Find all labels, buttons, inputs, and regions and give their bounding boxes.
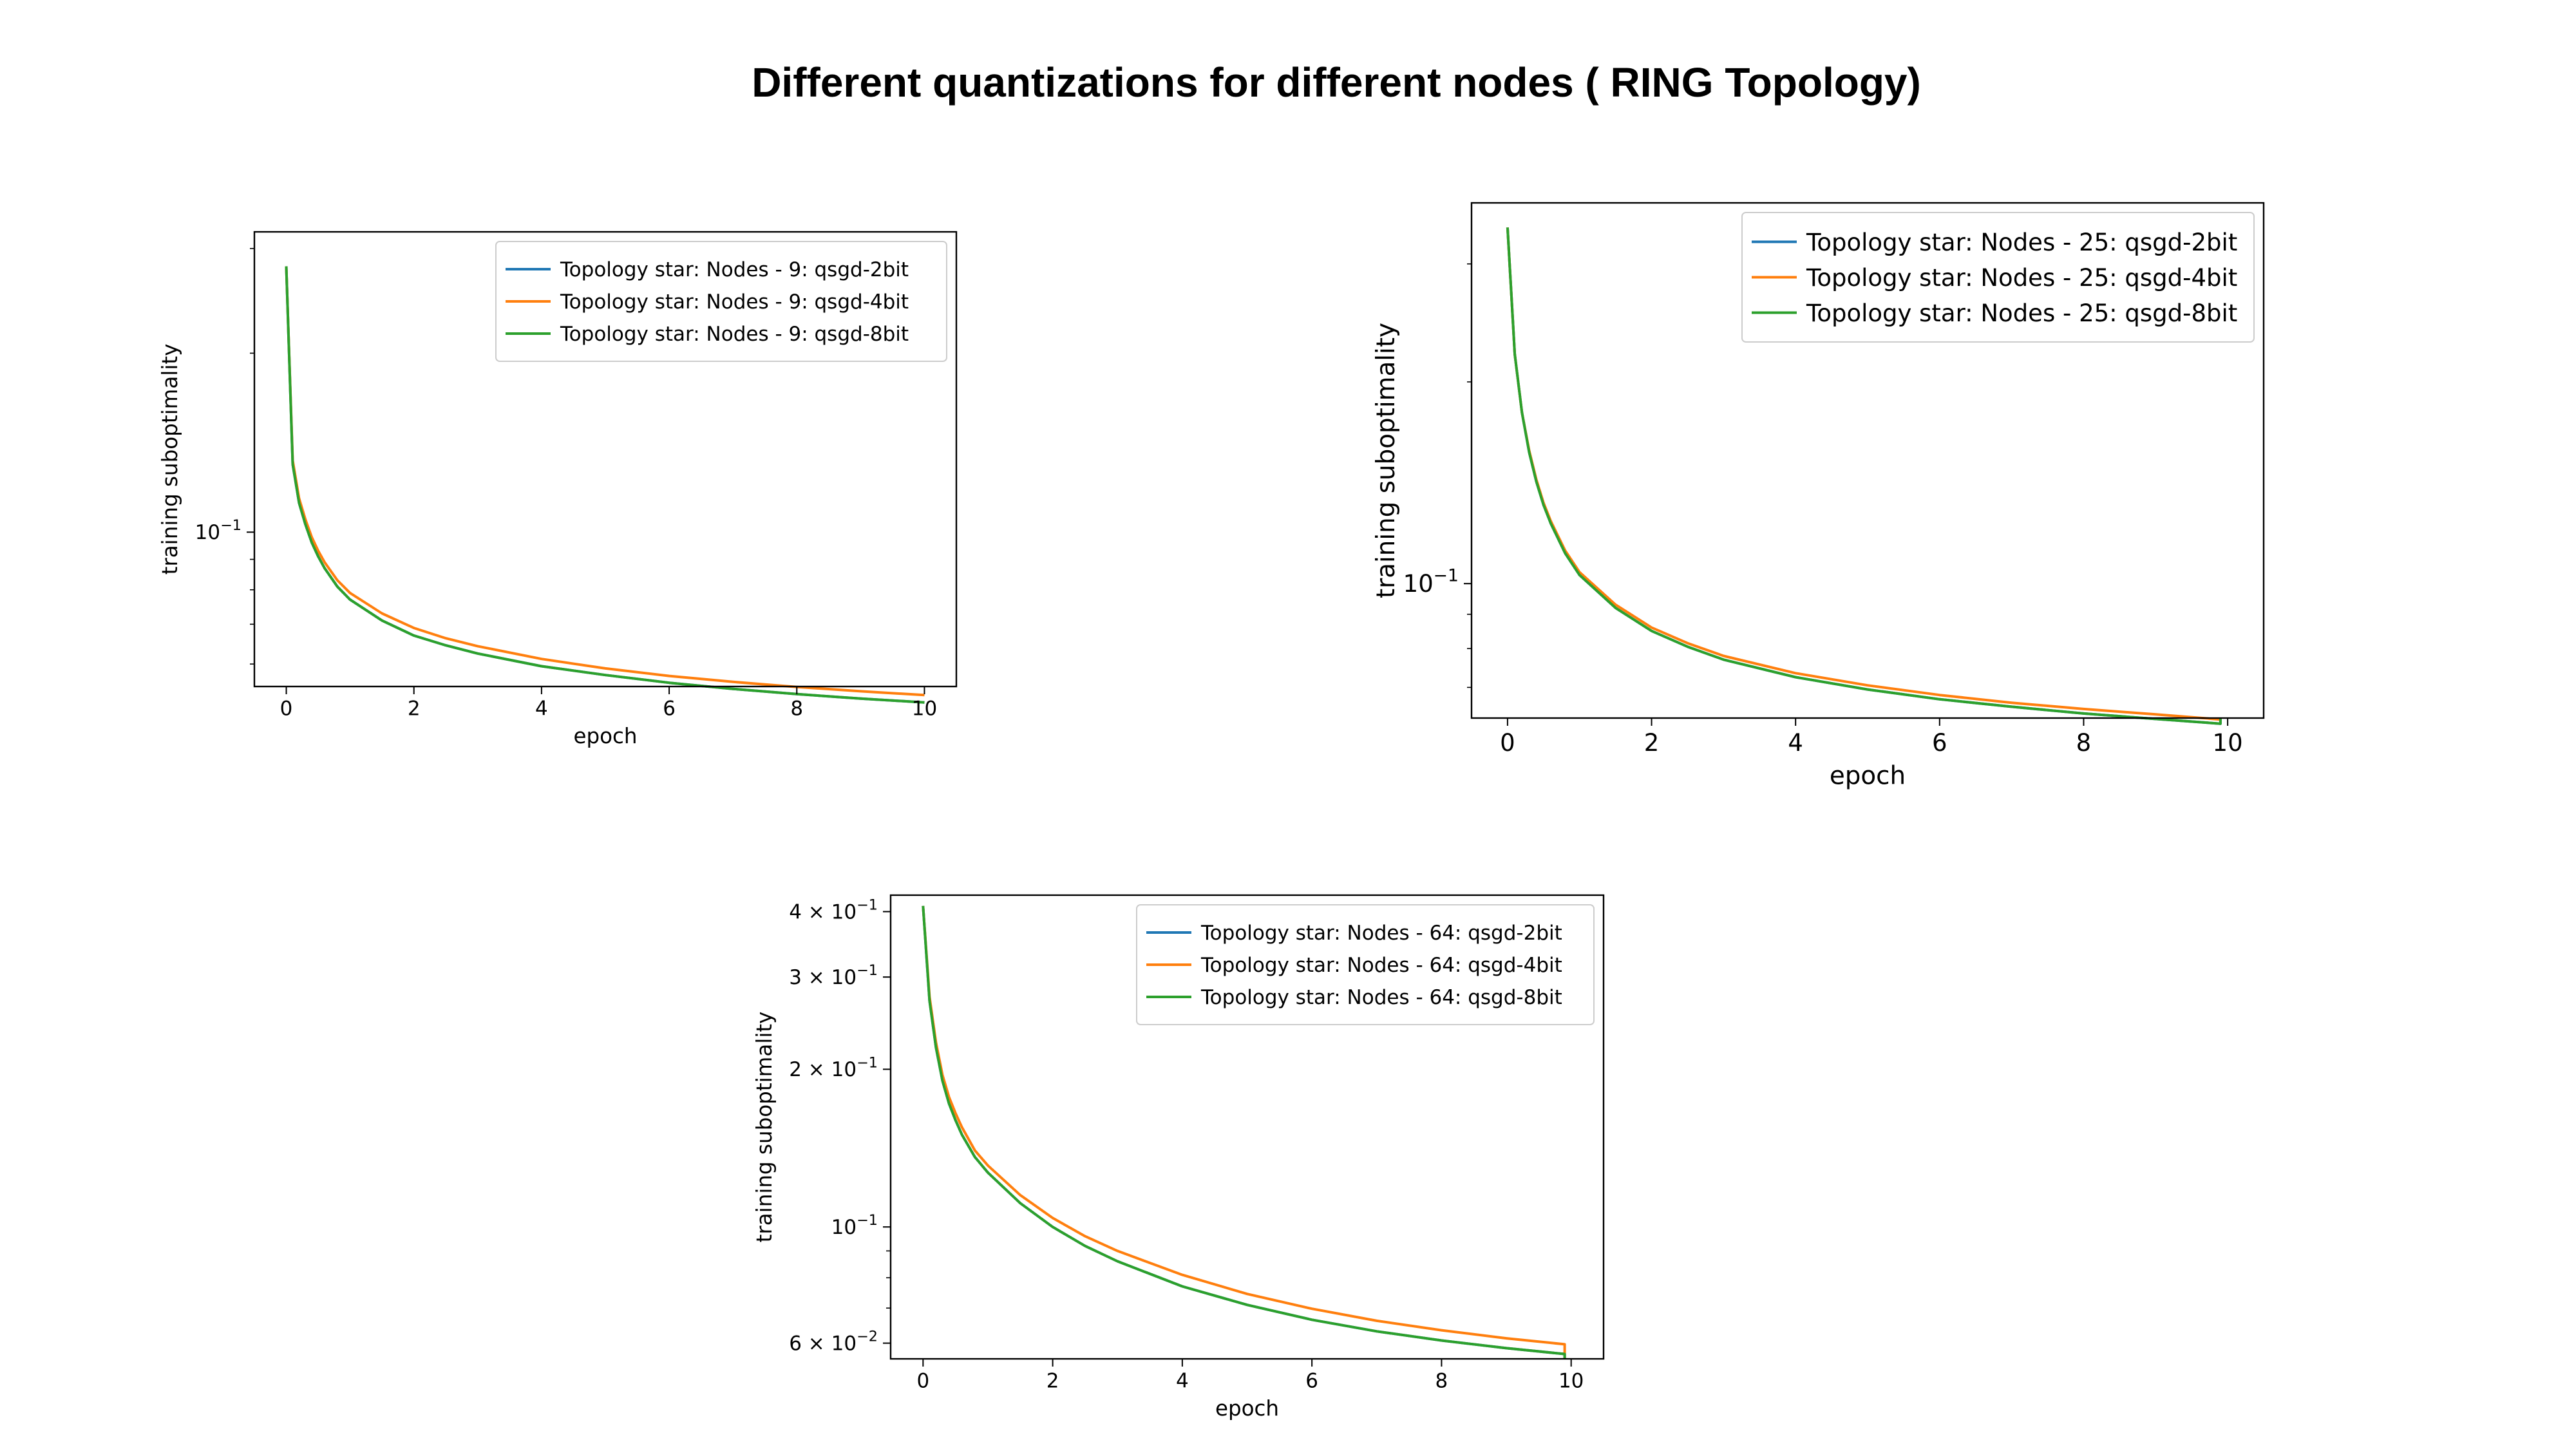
x-tick-label: 2 <box>408 697 421 721</box>
legend-box <box>1741 212 2255 343</box>
x-axis-label: epoch <box>573 724 637 748</box>
x-tick-label: 10 <box>1558 1370 1584 1393</box>
legend-box <box>1136 904 1595 1025</box>
x-tick-label: 0 <box>280 697 293 721</box>
legend-label: Topology star: Nodes - 9: qsgd-2bit <box>560 258 909 281</box>
y-axis: 10−1 <box>195 517 254 544</box>
y-tick-label: 10−1 <box>195 517 242 544</box>
series-group <box>285 266 925 704</box>
x-tick-label: 10 <box>2213 729 2243 757</box>
x-axis-label: epoch <box>1830 762 1906 791</box>
legend-label: Topology star: Nodes - 25: qsgd-4bit <box>1806 264 2237 292</box>
x-tick-label: 4 <box>535 697 548 721</box>
plot-frame <box>253 231 958 688</box>
x-tick-label: 0 <box>916 1370 929 1393</box>
x-tick-label: 8 <box>790 697 803 721</box>
legend: Topology star: Nodes - 25: qsgd-2bit Topo… <box>1741 212 2255 343</box>
figure-title: Different quantizations for different no… <box>752 59 1921 106</box>
x-tick-label: 6 <box>663 697 676 721</box>
x-tick-label: 10 <box>912 697 937 721</box>
y-axis: 4 × 10−1 3 × 10−1 2 × 10−1 10−1 6 × 10−2 <box>789 896 891 1355</box>
y-tick-label: 10−1 <box>831 1212 878 1239</box>
series-line-qsgd-4bit <box>922 905 1566 1359</box>
plot-frame <box>1470 202 2265 719</box>
chart-3: 0 2 4 6 8 10 epoch 4 × 10−1 3 × 10−1 2 × 10−1 10−1… <box>752 894 1605 1421</box>
legend-label: Topology star: Nodes - 9: qsgd-4bit <box>560 290 909 314</box>
chart-1: 0 2 4 6 8 10 epoch 10−1 training suboptimality To… <box>158 231 958 748</box>
y-tick-label: 3 × 10−1 <box>789 962 878 989</box>
y-tick-label: 6 × 10−2 <box>789 1329 878 1356</box>
series-line-qsgd-8bit <box>285 266 925 704</box>
series-line-qsgd-8bit <box>922 905 1566 1359</box>
x-tick-label: 8 <box>1435 1370 1448 1393</box>
y-axis-label: training suboptimality <box>1372 323 1401 598</box>
plot-frame <box>889 894 1605 1360</box>
legend-label: Topology star: Nodes - 64: qsgd-4bit <box>1200 954 1562 977</box>
x-axis: 0 2 4 6 8 10 <box>916 1359 1584 1393</box>
series-line-qsgd-8bit <box>1506 227 2222 725</box>
legend-label: Topology star: Nodes - 9: qsgd-8bit <box>560 323 909 346</box>
x-tick-label: 6 <box>1932 729 1947 757</box>
legend-label: Topology star: Nodes - 25: qsgd-8bit <box>1806 299 2237 327</box>
y-tick-label: 2 × 10−1 <box>789 1054 878 1081</box>
y-axis-label: training suboptimality <box>752 1012 777 1243</box>
x-tick-label: 4 <box>1788 729 1803 757</box>
x-tick-label: 0 <box>1500 729 1515 757</box>
y-axis-label: training suboptimality <box>158 344 182 575</box>
x-tick-label: 2 <box>1644 729 1660 757</box>
y-tick-label: 4 × 10−1 <box>789 896 878 923</box>
y-axis: 10−1 <box>1403 566 1472 598</box>
x-axis: 0 2 4 6 8 10 <box>1500 718 2243 757</box>
x-tick-label: 4 <box>1176 1370 1189 1393</box>
y-tick-label: 10−1 <box>1403 566 1459 598</box>
series-group <box>1506 227 2222 725</box>
legend: Topology star: Nodes - 9: qsgd-2bit Topol… <box>495 241 947 362</box>
legend-box <box>495 241 947 362</box>
x-tick-label: 2 <box>1046 1370 1059 1393</box>
x-tick-label: 6 <box>1305 1370 1318 1393</box>
x-axis: 0 2 4 6 8 10 <box>280 687 937 721</box>
legend-label: Topology star: Nodes - 64: qsgd-8bit <box>1200 986 1562 1009</box>
x-tick-label: 8 <box>2076 729 2092 757</box>
series-line-qsgd-4bit <box>285 266 925 697</box>
legend: Topology star: Nodes - 64: qsgd-2bit Topo… <box>1136 904 1595 1025</box>
legend-label: Topology star: Nodes - 64: qsgd-2bit <box>1200 922 1562 945</box>
series-group <box>922 905 1566 1359</box>
legend-label: Topology star: Nodes - 25: qsgd-2bit <box>1806 229 2237 256</box>
x-axis-label: epoch <box>1215 1396 1279 1421</box>
